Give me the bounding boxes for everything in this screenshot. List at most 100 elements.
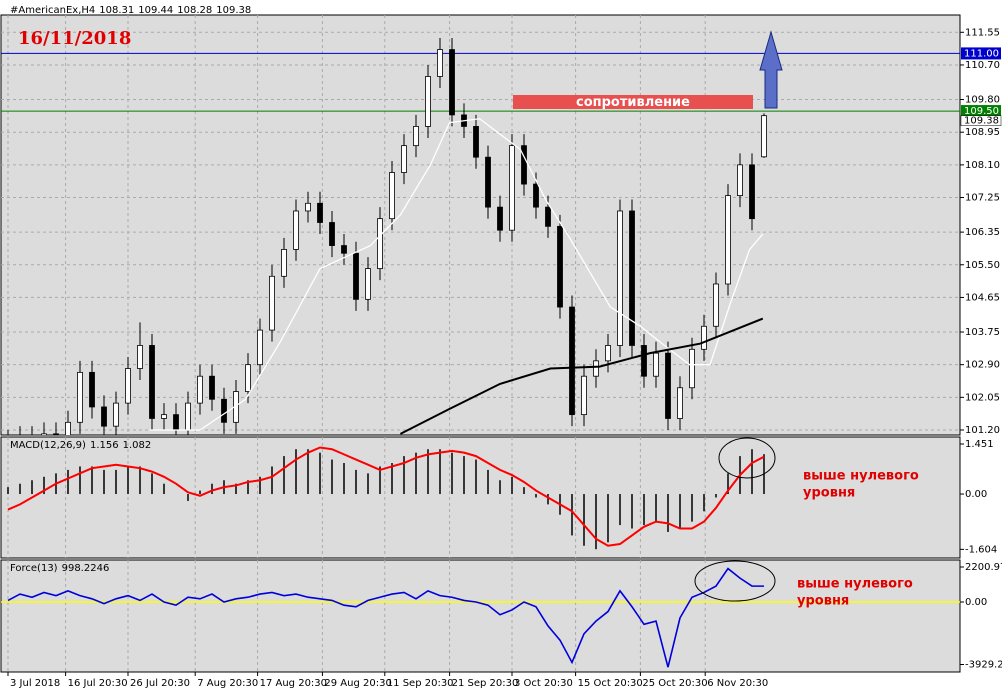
- last-price-tag: [960, 115, 1002, 126]
- candle-body: [137, 345, 143, 369]
- candle-body: [245, 364, 251, 392]
- candle-body: [377, 218, 383, 270]
- ohlc-value: 108.31: [99, 5, 134, 16]
- y-tick-label: 111.55: [965, 27, 1000, 38]
- y-tick-label: 0.00: [965, 597, 987, 608]
- candle-body: [629, 210, 635, 346]
- candle-body: [449, 49, 455, 116]
- y-tick-label: 102.90: [965, 360, 1000, 371]
- force-line: [7, 567, 765, 668]
- y-tick-label: 103.75: [965, 327, 1000, 338]
- candle-body: [185, 402, 191, 431]
- candle-body: [149, 345, 155, 419]
- force-note: уровня: [797, 594, 849, 609]
- candle-body: [329, 222, 335, 246]
- signal-line: [7, 446, 765, 547]
- panel-title: MACD(12,26,9) 1.156 1.082: [10, 440, 151, 451]
- candle-body: [617, 210, 623, 346]
- y-tick-label: 101.20: [965, 425, 1000, 436]
- candle-body: [761, 115, 767, 158]
- candle-body: [437, 49, 443, 77]
- macd-value: 1.156: [90, 440, 119, 451]
- date-label: 16/11/2018: [18, 28, 131, 49]
- x-tick-label: 29 Aug 20:30: [324, 678, 391, 689]
- candle-body: [77, 371, 83, 423]
- macd-note: выше нулевого: [803, 469, 919, 484]
- force-highlight: [694, 560, 776, 602]
- resistance-box: [513, 95, 753, 109]
- candle-body: [305, 202, 311, 212]
- candle-body: [173, 414, 179, 431]
- signal-value: 1.082: [123, 440, 152, 451]
- y-tick-label: 105.50: [965, 260, 1000, 271]
- macd-note: уровня: [803, 486, 855, 501]
- moving-average: [399, 317, 764, 435]
- ohlc-value: 109.38: [216, 5, 251, 16]
- candle-body: [749, 164, 755, 220]
- candle-body: [485, 156, 491, 208]
- y-tick-label: -1.604: [965, 544, 997, 555]
- force-panel: [0, 559, 961, 673]
- candle-body: [605, 345, 611, 362]
- candle-body: [293, 210, 299, 250]
- y-tick-label: 108.95: [965, 127, 1000, 138]
- indicator-name: Force(13): [10, 563, 58, 574]
- candle-body: [257, 329, 263, 366]
- force-note: выше нулевого: [797, 577, 913, 592]
- candle-body: [701, 325, 707, 350]
- level-tag-label: 111.00: [964, 48, 999, 59]
- candle-body: [473, 126, 479, 158]
- y-tick-label: 109.80: [965, 95, 1000, 106]
- x-tick-label: 26 Jul 20:30: [130, 678, 190, 689]
- candle-body: [125, 368, 131, 404]
- x-tick-label: 7 Aug 20:30: [197, 678, 258, 689]
- candle-body: [53, 433, 59, 435]
- force-value: 998.2246: [62, 563, 110, 574]
- x-tick-label: 3 Jul 2018: [10, 678, 60, 689]
- resistance-label: сопротивление: [576, 95, 690, 110]
- candle-body: [533, 183, 539, 208]
- y-tick-label: 104.65: [965, 292, 1000, 303]
- candle-body: [425, 76, 431, 127]
- indicator-name: MACD(12,26,9): [10, 440, 86, 451]
- candle-body: [65, 421, 71, 435]
- y-tick-label: 0.00: [965, 489, 987, 500]
- candle-body: [401, 145, 407, 173]
- candle-body: [161, 414, 167, 419]
- macd-plot: [7, 437, 765, 558]
- up-arrow: [759, 30, 783, 109]
- level-tag: [961, 47, 1001, 60]
- candle-body: [725, 195, 731, 285]
- candle-body: [737, 164, 743, 197]
- candle-body: [557, 225, 563, 308]
- candle-body: [221, 398, 227, 423]
- y-tick-label: 108.10: [965, 160, 1000, 171]
- candle-body: [41, 433, 47, 435]
- indicator-name: #AmericanEx,H4: [10, 5, 95, 16]
- candle-body: [197, 375, 203, 404]
- level-tag: [961, 105, 1001, 118]
- x-tick-label: 25 Oct 20:30: [642, 678, 707, 689]
- level-tag-label: 109.50: [964, 106, 999, 117]
- force-plot: [1, 560, 960, 672]
- candle-body: [521, 145, 527, 185]
- y-tick-label: 107.25: [965, 193, 1000, 204]
- overlay: 16/11/2018 сопротивление выше нулевого у…: [7, 5, 1002, 689]
- macd-highlight: [718, 437, 776, 479]
- panel-title: #AmericanEx,H4 108.31 109.44 108.28 109.38: [10, 5, 251, 16]
- macd-panel: [0, 436, 961, 559]
- x-tick-label: 16 Jul 20:30: [68, 678, 128, 689]
- last-price-label: 109.38: [964, 116, 999, 127]
- moving-average: [149, 118, 764, 431]
- y-tick-label: 106.35: [965, 227, 1000, 238]
- panel-title: Force(13) 998.2246: [10, 563, 109, 574]
- candle-body: [665, 352, 671, 419]
- candle-body: [497, 206, 503, 231]
- x-tick-label: 21 Sep 20:30: [452, 678, 519, 689]
- candle-body: [209, 375, 215, 400]
- x-tick-label: 15 Oct 20:30: [578, 678, 643, 689]
- candle-body: [593, 360, 599, 377]
- price-plot: [1, 15, 960, 435]
- ohlc-value: 109.44: [138, 5, 173, 16]
- x-tick-label: 6 Nov 20:30: [707, 678, 768, 689]
